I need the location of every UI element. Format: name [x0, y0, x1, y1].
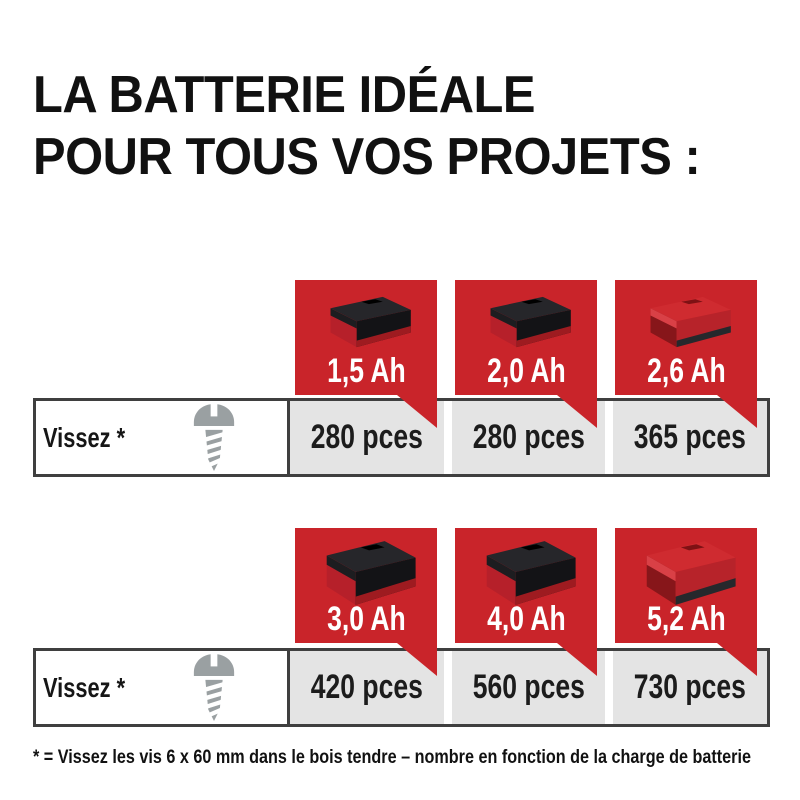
page-title: LA BATTERIE IDÉALE POUR TOUS VOS PROJETS… — [33, 64, 701, 188]
battery-icon — [330, 296, 411, 348]
capacity-label: 2,6 Ah — [615, 352, 757, 391]
value-cell: 560 pces — [451, 651, 606, 724]
capacity-label: 3,0 Ah — [295, 600, 437, 639]
capacity-text: 4,0 Ah — [486, 600, 566, 638]
capacity-text: 5,2 Ah — [646, 600, 726, 638]
capacity-label: 4,0 Ah — [455, 600, 597, 639]
value-cell: 420 pces — [290, 651, 444, 724]
callout-battery-3-0ah: 3,0 Ah — [295, 528, 437, 676]
capacity-label: 5,2 Ah — [615, 600, 757, 639]
battery-image-1-5ah — [295, 280, 437, 352]
table-row-vissez-2: Vissez * 420 pces 560 pces 730 pces — [33, 648, 770, 727]
count-text: 560 pces — [472, 668, 585, 706]
battery-icon — [650, 296, 731, 348]
capacity-text: 3,0 Ah — [326, 600, 406, 638]
capacity-text: 2,0 Ah — [486, 352, 566, 390]
battery-image-2-6ah — [615, 280, 757, 352]
row-label-cell: Vissez * — [36, 401, 290, 474]
capacity-text: 2,6 Ah — [646, 352, 726, 390]
battery-image-2-0ah — [455, 280, 597, 352]
count-text: 420 pces — [310, 668, 423, 706]
footnote: * = Vissez les vis 6 x 60 mm dans le boi… — [33, 746, 751, 768]
row-label-cell: Vissez * — [36, 651, 290, 724]
capacity-label: 1,5 Ah — [295, 352, 437, 391]
callout-battery-1-5ah: 1,5 Ah — [295, 280, 437, 428]
battery-icon — [646, 541, 736, 605]
row-label: Vissez * — [43, 671, 126, 703]
row-label: Vissez * — [43, 421, 126, 453]
callout-battery-2-6ah: 2,6 Ah — [615, 280, 757, 428]
count-text: 730 pces — [634, 668, 747, 706]
callout-battery-2-0ah: 2,0 Ah — [455, 280, 597, 428]
count-text: 280 pces — [310, 418, 423, 456]
battery-image-5-2ah — [615, 528, 757, 611]
value-cell: 280 pces — [290, 401, 444, 474]
battery-image-3-0ah — [295, 528, 437, 611]
value-cell: 730 pces — [613, 651, 768, 724]
page-title-line-2: POUR TOUS VOS PROJETS : — [33, 128, 701, 186]
battery-icon — [490, 296, 571, 348]
battery-icon — [326, 541, 416, 605]
count-text: 365 pces — [634, 418, 747, 456]
screw-icon — [193, 402, 235, 472]
capacity-label: 2,0 Ah — [455, 352, 597, 391]
count-text: 280 pces — [472, 418, 585, 456]
table-row-vissez-1: Vissez * 280 pces 280 pces 365 pces — [33, 398, 770, 477]
page-title-line-1: LA BATTERIE IDÉALE — [33, 66, 536, 124]
callout-battery-4-0ah: 4,0 Ah — [455, 528, 597, 676]
battery-icon — [486, 541, 576, 605]
capacity-text: 1,5 Ah — [326, 352, 406, 390]
battery-image-4-0ah — [455, 528, 597, 611]
screw-icon — [193, 652, 235, 722]
value-cell: 365 pces — [613, 401, 768, 474]
value-cells: 280 pces 280 pces 365 pces — [290, 401, 768, 474]
value-cells: 420 pces 560 pces 730 pces — [290, 651, 768, 724]
callout-battery-5-2ah: 5,2 Ah — [615, 528, 757, 676]
